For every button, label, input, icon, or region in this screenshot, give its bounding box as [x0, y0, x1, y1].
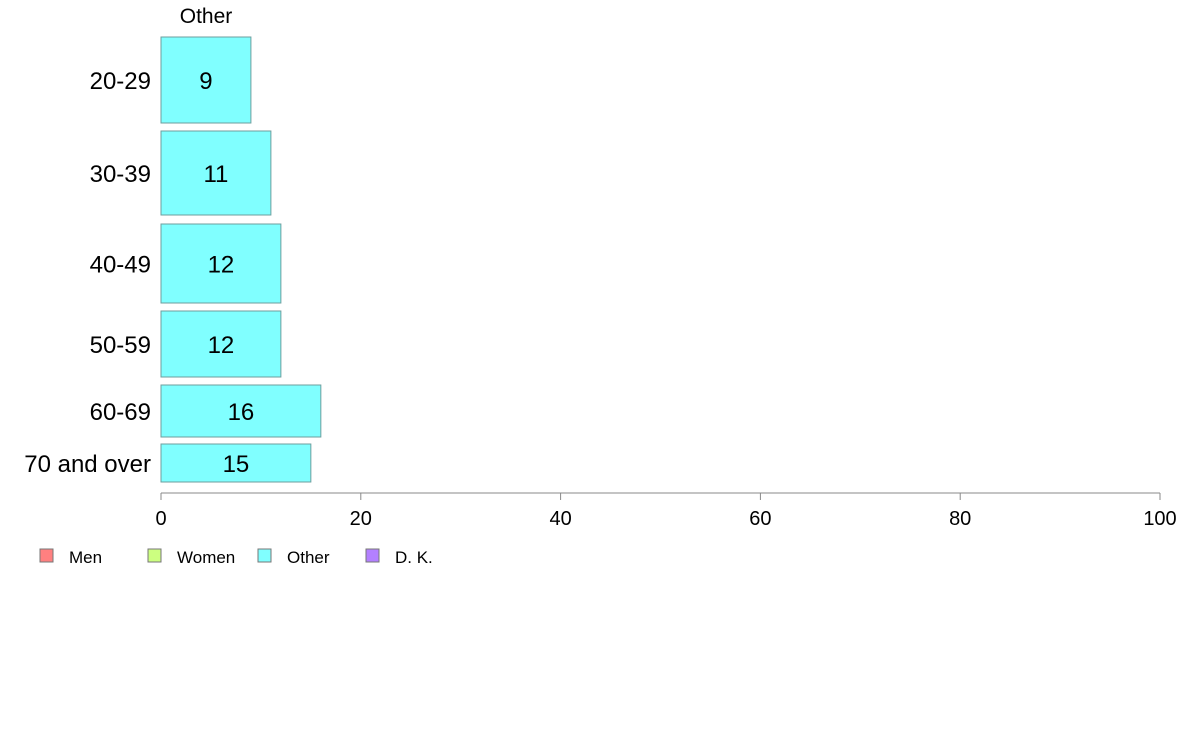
category-label: 60-69	[90, 399, 151, 426]
legend-label: Men	[69, 548, 102, 567]
x-tick-label: 0	[155, 508, 166, 530]
x-tick-label: 100	[1143, 508, 1176, 530]
category-label: 30-39	[90, 161, 151, 188]
bar	[160, 384, 322, 438]
legend-item: Men	[39, 548, 102, 567]
legend-swatch	[39, 548, 54, 563]
bar	[160, 310, 282, 378]
x-tick-label: 40	[549, 508, 571, 530]
bar-row: 60-69 16	[90, 384, 322, 438]
bar-row: 20-29 9	[90, 36, 252, 124]
legend-item: Women	[147, 548, 235, 567]
bar-row: 50-59 12	[90, 310, 282, 378]
category-label: 20-29	[90, 68, 151, 95]
bar	[160, 443, 312, 483]
bar-value-label: 16	[228, 399, 255, 426]
legend-item: Other	[257, 548, 330, 567]
x-tick-label: 60	[749, 508, 771, 530]
bar	[160, 223, 282, 304]
legend-label: Women	[177, 548, 235, 567]
column-header-layer: Other	[180, 5, 233, 28]
bar	[160, 130, 272, 216]
bar-row: 40-49 12	[90, 223, 282, 304]
bar-row: 70 and over 15	[24, 443, 312, 483]
legend: Men Women Other D. K.	[39, 548, 433, 567]
x-axis: 0 20 40 60 80 100	[155, 492, 1177, 530]
column-header: Other	[180, 5, 233, 28]
category-label: 70 and over	[24, 451, 151, 478]
legend-swatch	[365, 548, 380, 563]
bar-value-label: 12	[208, 332, 235, 359]
bar	[160, 36, 252, 124]
legend-label: Other	[287, 548, 330, 567]
bar-value-label: 9	[199, 68, 212, 95]
category-label: 40-49	[90, 252, 151, 279]
x-tick-label: 80	[949, 508, 971, 530]
bar-value-label: 15	[223, 451, 250, 478]
legend-item: D. K.	[365, 548, 433, 567]
category-label: 50-59	[90, 332, 151, 359]
x-tick-label: 20	[350, 508, 372, 530]
legend-label: D. K.	[395, 548, 433, 567]
bar-value-label: 12	[208, 252, 235, 279]
bar-row: 30-39 11	[90, 130, 272, 216]
bars-layer: 20-29 9 30-39 11 40-49 12 50-59 12 60-69 16 70 and…	[24, 36, 322, 483]
legend-swatch	[257, 548, 272, 563]
legend-swatch	[147, 548, 162, 563]
bar-value-label: 11	[203, 161, 228, 188]
